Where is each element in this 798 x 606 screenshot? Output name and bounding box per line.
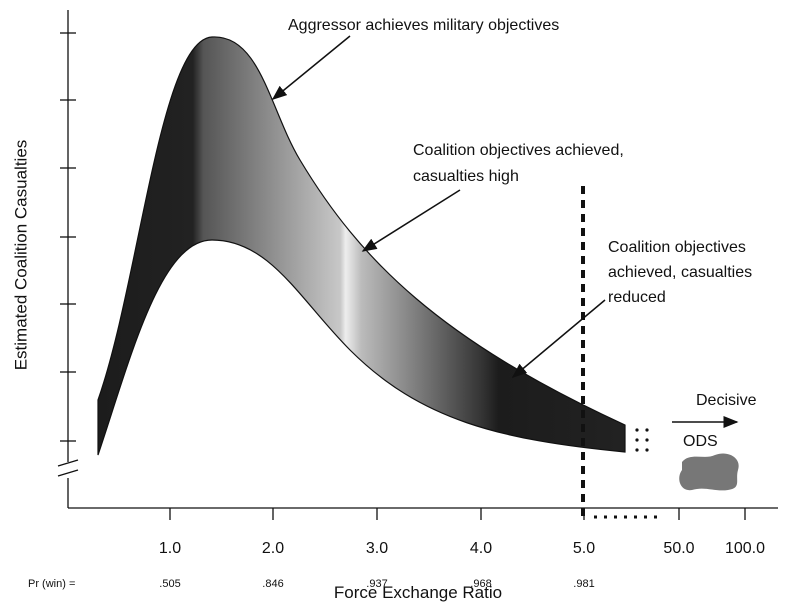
annotation-arrows [271,35,606,378]
pr-value: .981 [573,578,594,590]
ods-blob [679,453,739,491]
axis-break [57,459,79,467]
x-axis-label: Force Exchange Ratio [334,583,502,602]
pr-value: .968 [470,578,491,590]
casualty-band [97,36,626,456]
x-tick-label: 3.0 [366,540,388,557]
x-tick-label: 50.0 [663,540,694,557]
ods-label: ODS [683,433,718,450]
pr-value: .937 [366,578,387,590]
pr-value: .846 [262,578,283,590]
annotation: Aggressor achieves military objectives [288,17,559,34]
axis-break [57,469,79,477]
annotation: casualties high [413,168,519,185]
x-tick-label: 2.0 [262,540,284,557]
pr-value: .505 [159,578,180,590]
y-axis-label: Estimated Coalition Casualties [11,140,30,371]
y-ticks [60,32,76,442]
x-tick-label: 5.0 [573,540,595,557]
annotation: achieved, casualties [608,264,752,281]
labels: 1.0 2.0 3.0 4.0 5.0 50.0 100.0 .505 .846 .937 .968… [159,17,765,590]
ellipsis [635,428,649,452]
annotation: reduced [608,289,666,306]
x-tick-label: 100.0 [725,540,765,557]
x-tick-label: 1.0 [159,540,181,557]
x-ticks [169,508,746,520]
annotation: Coalition objectives [608,239,746,256]
x-tick-label: 4.0 [470,540,492,557]
pr-label: Pr (win) = [28,578,75,590]
annotation: Coalition objectives achieved, [413,142,624,159]
decisive-label: Decisive [696,392,757,409]
